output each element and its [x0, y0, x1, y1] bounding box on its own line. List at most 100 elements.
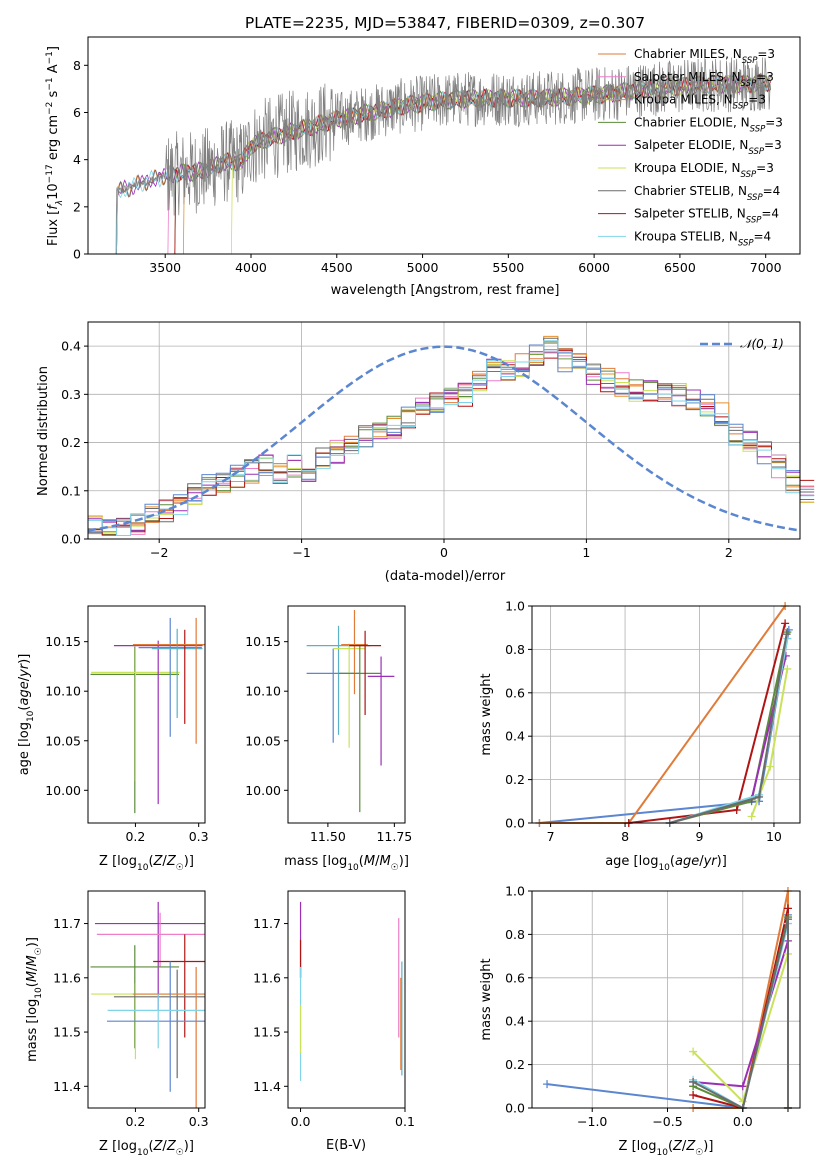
legend-entry: Salpeter MILES, NSSP=3	[634, 70, 774, 89]
x-tick-label: 0.0	[733, 1114, 753, 1129]
histogram-step	[88, 350, 815, 536]
label-part: age [	[17, 742, 32, 775]
data-spectrum-line	[115, 57, 772, 254]
y-axis-label: mass weight	[479, 673, 494, 755]
x-tick-label: 0.0	[291, 1114, 311, 1129]
y-axis-label: age [log10(age/yr)]	[17, 654, 36, 776]
label-part: 10	[137, 1148, 149, 1158]
axes-frame	[87, 605, 206, 824]
label-part: 10	[347, 863, 359, 873]
legend-text: Chabrier ELODIE, N	[634, 115, 750, 129]
label-part: −1	[45, 51, 55, 64]
y-tick-label: 0.3	[61, 387, 81, 402]
axes-frame	[287, 605, 406, 824]
label-part: (	[17, 706, 32, 711]
x-tick-label: 11.75	[376, 829, 412, 844]
label-part: 10	[656, 1148, 668, 1158]
label-part: s	[46, 90, 61, 101]
label-part: M	[364, 854, 375, 869]
label-part: (	[359, 854, 364, 869]
label-part: 10	[137, 863, 149, 873]
histogram-step	[88, 348, 815, 535]
y-tick-label: 10.10	[45, 684, 81, 699]
legend-entry: Salpeter ELODIE, NSSP=3	[634, 138, 782, 157]
y-tick-label: 0.1	[61, 483, 81, 498]
label-part: /	[162, 854, 167, 869]
y-tick-label: 11.5	[53, 1025, 81, 1040]
x-tick-label: 0.1	[395, 1114, 415, 1129]
label-part: 10	[46, 183, 61, 200]
legend-post: =4	[761, 207, 779, 221]
label-part: (	[668, 1139, 673, 1154]
label-part: ☉	[34, 947, 44, 955]
x-tick-label: 0.3	[189, 1114, 209, 1129]
legend-sub: SSP	[746, 216, 762, 226]
weight-point-marker	[766, 762, 775, 771]
x-tick-label: 0.2	[125, 1114, 145, 1129]
legend-sub: SSP	[741, 170, 757, 180]
y-tick-label: 11.5	[253, 1025, 281, 1040]
legend-post: =3	[764, 138, 782, 152]
label-part: (	[148, 854, 153, 869]
legend-post: =3	[757, 47, 775, 61]
label-part: age	[675, 854, 699, 869]
y-tick-label: 11.4	[53, 1079, 81, 1094]
legend-text: Chabrier MILES, N	[634, 47, 742, 61]
weight-point-marker	[689, 1047, 698, 1056]
legend-sub: SSP	[748, 147, 764, 157]
age-vs-mass-panel: 11.50 11.75 10.00 10.05 10.10 10.15 mass [log1…	[245, 605, 412, 873]
legend-sub: SSP	[747, 193, 763, 203]
weight-point-marker	[689, 1077, 698, 1086]
y-tick-label: 0.4	[505, 1014, 525, 1029]
x-axis-label: (data-model)/error	[385, 569, 506, 584]
histogram-step	[88, 344, 815, 533]
weight-point-marker	[783, 904, 792, 913]
legend-entry: Kroupa ELODIE, NSSP=3	[634, 161, 774, 180]
y-tick-label: 0.4	[61, 339, 81, 354]
weight-point-marker	[783, 664, 792, 673]
legend-sub: SSP	[741, 79, 757, 89]
y-tick-label: 0.6	[505, 685, 525, 700]
legend-text: Kroupa STELIB, N	[634, 229, 738, 243]
legend-entry: 𝒩(0, 1)	[740, 337, 784, 351]
weight-point-marker	[689, 1090, 698, 1099]
y-tick-label: 0.2	[505, 772, 525, 787]
weight-series-line	[539, 605, 786, 824]
y-tick-label: 11.7	[53, 916, 81, 931]
weight-series-line	[692, 923, 789, 1110]
label-part: yr	[17, 662, 32, 678]
label-part: λ	[55, 200, 65, 206]
x-tick-label: 6500	[664, 260, 696, 275]
axes-frame	[287, 890, 406, 1109]
label-part: log	[637, 1139, 657, 1154]
label-part: log	[117, 1139, 137, 1154]
weight-point-marker	[732, 805, 741, 814]
label-part: /	[682, 1139, 687, 1154]
weight-point-marker	[543, 1080, 552, 1089]
legend-entry: Kroupa MILES, NSSP=3	[634, 93, 766, 112]
label-part: M	[25, 971, 40, 982]
label-part: ☉	[176, 1148, 184, 1158]
x-tick-label: 11.50	[310, 829, 346, 844]
label-part: ]	[46, 46, 61, 51]
label-part: log	[327, 854, 347, 869]
y-tick-label: 0.2	[505, 1057, 525, 1072]
label-part: 10	[26, 710, 36, 722]
x-tick-label: 5500	[492, 260, 524, 275]
y-tick-label: 11.6	[253, 970, 281, 985]
x-tick-label: 7	[547, 829, 555, 844]
legend-sub: SSP	[733, 102, 749, 112]
legend-text: Salpeter MILES, N	[634, 70, 741, 84]
legend-entry: Kroupa STELIB, NSSP=4	[634, 229, 771, 248]
label-part: (	[670, 854, 675, 869]
x-tick-label: 10	[766, 829, 782, 844]
legend-text: Kroupa MILES, N	[634, 93, 733, 107]
label-part: log	[117, 854, 137, 869]
y-tick-label: 1.0	[505, 884, 525, 899]
label-part: erg cm	[46, 115, 61, 164]
label-part: mass [	[25, 1019, 40, 1062]
label-part: M	[379, 854, 390, 869]
